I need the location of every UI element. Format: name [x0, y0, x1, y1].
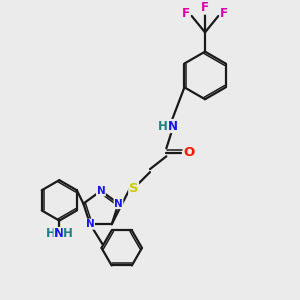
Text: H: H — [63, 227, 73, 241]
Text: O: O — [184, 146, 195, 159]
Text: F: F — [220, 7, 228, 20]
Text: S: S — [129, 182, 139, 195]
Text: H: H — [158, 119, 168, 133]
Text: F: F — [182, 7, 190, 20]
Text: N: N — [97, 186, 105, 196]
Text: N: N — [86, 219, 94, 229]
Text: N: N — [114, 199, 123, 208]
Text: H: H — [45, 227, 55, 241]
Text: F: F — [201, 1, 209, 14]
Text: N: N — [54, 227, 64, 241]
Text: N: N — [168, 119, 178, 133]
